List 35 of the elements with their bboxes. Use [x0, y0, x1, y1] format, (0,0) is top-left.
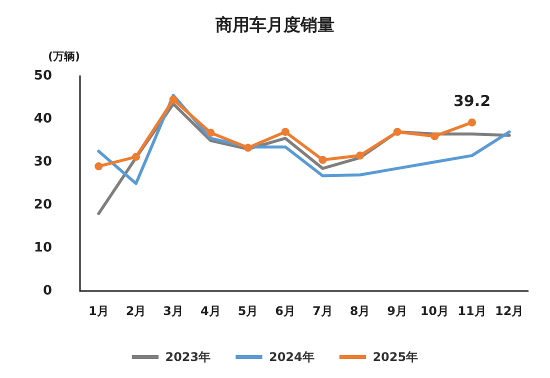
data-label: 39.2 — [453, 92, 491, 110]
point — [356, 152, 364, 160]
point — [169, 96, 178, 104]
point — [281, 128, 290, 136]
y-tick-label: 40 — [34, 112, 52, 126]
x-tick-label: 9月 — [387, 304, 408, 318]
x-tick-label: 6月 — [275, 304, 296, 318]
legend-label: 2025年 — [372, 350, 418, 364]
chart-title: 商用车月度销量 — [214, 16, 334, 36]
x-tick-label: 12月 — [494, 304, 524, 318]
x-tick-label: 3月 — [163, 304, 184, 318]
y-tick-label: 10 — [34, 240, 52, 256]
y-tick-label: 50 — [34, 68, 52, 84]
x-tick-label: 10月 — [420, 304, 450, 318]
y-tick-label: 0 — [42, 284, 52, 298]
x-tick-label: 5月 — [238, 304, 258, 318]
point — [318, 156, 327, 164]
point — [94, 162, 103, 170]
x-tick-label: 4月 — [200, 304, 221, 318]
y-tick-label: 30 — [34, 154, 52, 170]
point — [430, 132, 439, 140]
x-tick-label: 2月 — [126, 304, 146, 318]
point — [132, 152, 140, 161]
x-tick-label: 11月 — [458, 304, 486, 318]
point — [468, 118, 476, 126]
point — [206, 128, 215, 137]
point — [244, 144, 252, 152]
x-tick-label: 1月 — [88, 304, 109, 318]
x-tick-label: 7月 — [312, 304, 333, 318]
point — [393, 128, 402, 136]
legend-label: 2023年 — [165, 350, 211, 364]
legend-label: 2024年 — [268, 350, 314, 364]
y-axis-title: (万辆) — [48, 50, 80, 63]
y-tick-label: 20 — [34, 198, 52, 212]
x-tick-label: 8月 — [350, 304, 370, 318]
